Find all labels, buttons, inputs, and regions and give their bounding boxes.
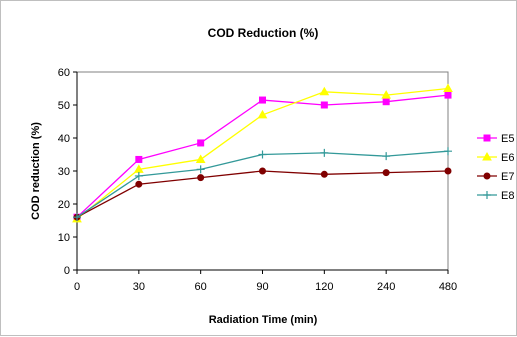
data-point-e6 bbox=[443, 83, 453, 92]
y-axis-title: COD reduction (%) bbox=[30, 122, 42, 220]
data-point-e8 bbox=[258, 150, 267, 159]
legend-label-e8: E8 bbox=[501, 190, 514, 202]
data-point-e8 bbox=[134, 171, 143, 180]
data-point-e8 bbox=[320, 148, 329, 157]
legend-marker-e7 bbox=[483, 172, 491, 180]
x-tick-label: 30 bbox=[133, 281, 145, 293]
data-point-e5 bbox=[135, 155, 143, 163]
y-tick-label: 50 bbox=[58, 100, 70, 112]
chart-title: COD Reduction (%) bbox=[208, 26, 319, 40]
data-point-e7 bbox=[135, 180, 143, 188]
y-tick-label: 40 bbox=[58, 133, 70, 145]
data-point-e7 bbox=[197, 174, 205, 182]
data-point-e6 bbox=[195, 154, 206, 163]
data-point-e8 bbox=[73, 213, 81, 222]
data-point-e7 bbox=[259, 167, 266, 175]
legend-marker-e8 bbox=[483, 191, 491, 199]
legend: E5 E6 E7 E8 bbox=[477, 133, 514, 202]
data-point-e5 bbox=[320, 101, 328, 109]
data-point-e5 bbox=[259, 96, 266, 104]
y-tick-label: 0 bbox=[64, 265, 70, 277]
x-tick-label: 0 bbox=[74, 281, 80, 293]
legend-label-e7: E7 bbox=[501, 171, 514, 183]
data-point-e7 bbox=[382, 169, 390, 177]
y-tick-label: 60 bbox=[58, 67, 70, 79]
data-point-e6 bbox=[381, 90, 392, 99]
legend-marker-e5 bbox=[483, 134, 491, 142]
data-point-e6 bbox=[257, 109, 268, 119]
x-tick-label: 120 bbox=[315, 281, 333, 293]
data-point-e7 bbox=[444, 167, 452, 175]
plot-area: 0 10 20 30 40 50 60 0 30 60 90 120 240 480 bbox=[58, 67, 457, 293]
data-point-e7 bbox=[320, 170, 328, 178]
data-point-e6 bbox=[319, 86, 330, 96]
data-point-e8 bbox=[444, 147, 452, 156]
x-tick-label: 240 bbox=[377, 281, 395, 293]
data-point-e8 bbox=[196, 165, 205, 174]
legend-marker-e6 bbox=[482, 151, 492, 161]
legend-label-e6: E6 bbox=[501, 152, 514, 164]
x-tick-label: 480 bbox=[439, 281, 457, 293]
data-point-e8 bbox=[382, 152, 391, 161]
x-tick-label: 90 bbox=[256, 281, 268, 293]
data-point-e5 bbox=[382, 98, 390, 106]
y-tick-label: 30 bbox=[58, 166, 70, 178]
data-point-e5 bbox=[444, 91, 452, 99]
x-axis-title: Radiation Time (min) bbox=[209, 314, 318, 326]
legend-label-e5: E5 bbox=[501, 133, 514, 145]
data-point-e5 bbox=[197, 139, 205, 147]
y-tick-label: 10 bbox=[58, 232, 70, 244]
x-tick-label: 60 bbox=[195, 281, 207, 293]
y-tick-label: 20 bbox=[58, 199, 70, 211]
